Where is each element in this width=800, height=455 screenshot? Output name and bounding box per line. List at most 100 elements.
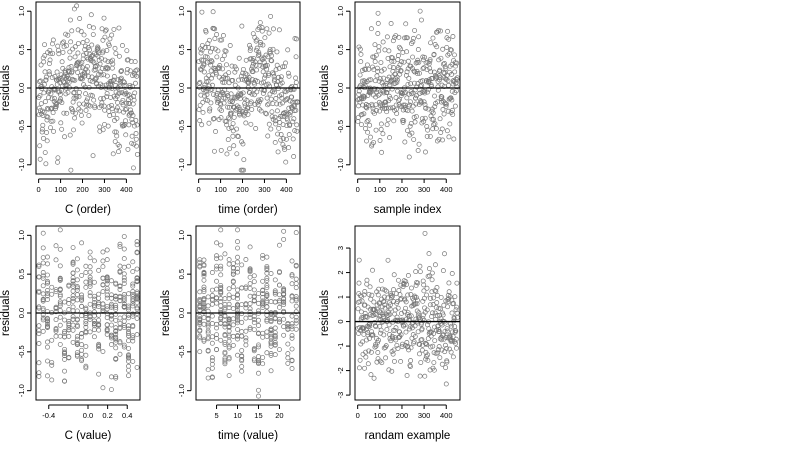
data-point xyxy=(87,314,93,320)
data-point xyxy=(260,302,266,308)
data-point xyxy=(369,329,375,335)
x-tick-label: 5 xyxy=(214,411,218,420)
data-point xyxy=(74,3,80,9)
data-point xyxy=(402,104,408,110)
data-point xyxy=(387,96,393,102)
data-point xyxy=(98,103,104,109)
data-point xyxy=(235,227,240,233)
y-tick-label: 1.0 xyxy=(177,6,186,16)
data-point xyxy=(100,264,106,270)
data-point xyxy=(281,316,287,322)
data-point xyxy=(57,292,63,298)
data-point xyxy=(70,99,76,105)
data-point xyxy=(424,67,430,72)
data-point xyxy=(209,361,215,367)
data-point xyxy=(382,47,388,53)
data-point xyxy=(45,261,50,267)
data-point xyxy=(100,37,106,43)
data-point xyxy=(218,272,224,278)
data-point xyxy=(79,347,85,353)
data-point xyxy=(74,297,80,303)
data-point xyxy=(110,57,116,63)
y-tick-label: 1.0 xyxy=(177,230,186,240)
data-point xyxy=(97,61,103,67)
data-point xyxy=(46,61,52,67)
data-point xyxy=(130,358,136,364)
data-point xyxy=(246,74,252,80)
data-point xyxy=(368,26,374,32)
data-point xyxy=(293,262,299,268)
data-point xyxy=(369,103,375,109)
data-point xyxy=(451,301,457,306)
data-point xyxy=(386,309,392,315)
data-point xyxy=(405,58,411,64)
data-point xyxy=(260,42,266,48)
data-point xyxy=(243,305,249,311)
data-point xyxy=(285,47,291,53)
data-point xyxy=(408,345,414,351)
data-point xyxy=(364,119,370,125)
data-point xyxy=(362,310,368,316)
data-point xyxy=(263,110,268,116)
data-point xyxy=(438,28,443,34)
data-point xyxy=(412,69,418,75)
data-point xyxy=(128,95,134,101)
y-tick-label: -0.5 xyxy=(177,120,186,133)
data-point xyxy=(113,50,119,56)
data-point xyxy=(247,309,253,315)
data-point xyxy=(96,346,102,352)
data-point xyxy=(382,305,388,311)
y-tick-label: 3 xyxy=(336,246,345,250)
data-point xyxy=(134,364,140,370)
data-point xyxy=(240,70,246,76)
data-point xyxy=(82,70,87,75)
data-point xyxy=(126,307,131,313)
data-point xyxy=(222,48,228,54)
data-point xyxy=(281,324,287,330)
data-point xyxy=(227,116,233,122)
data-point xyxy=(109,292,114,298)
data-point xyxy=(236,77,242,83)
data-point xyxy=(253,38,259,44)
data-point xyxy=(36,264,42,269)
data-point xyxy=(360,339,365,345)
data-point xyxy=(380,39,386,45)
data-point xyxy=(42,42,48,48)
data-point xyxy=(235,333,240,339)
data-point xyxy=(39,126,45,132)
data-point xyxy=(129,133,135,139)
data-point xyxy=(49,377,55,383)
data-point xyxy=(80,52,86,58)
data-point xyxy=(230,294,236,300)
data-point xyxy=(48,106,54,112)
data-point xyxy=(401,59,407,65)
data-point xyxy=(264,62,270,68)
data-point xyxy=(62,330,67,336)
data-point xyxy=(421,295,427,301)
x-tick-label: -0.4 xyxy=(42,411,55,420)
data-point xyxy=(96,304,102,309)
data-point xyxy=(123,132,129,138)
data-point xyxy=(268,299,274,305)
data-point xyxy=(113,328,119,334)
data-point xyxy=(450,334,456,339)
data-point xyxy=(272,290,278,295)
data-point xyxy=(69,69,75,75)
data-point xyxy=(383,105,389,111)
data-point xyxy=(62,350,67,356)
data-point xyxy=(110,112,116,117)
data-point xyxy=(62,378,67,384)
data-point xyxy=(104,295,110,301)
data-point xyxy=(57,301,63,307)
data-point xyxy=(419,82,425,88)
data-point xyxy=(377,76,383,82)
data-point xyxy=(231,114,237,120)
data-point xyxy=(82,47,88,53)
data-point xyxy=(40,260,46,266)
data-point xyxy=(235,313,240,319)
data-point xyxy=(371,375,377,381)
data-point xyxy=(416,310,422,316)
data-point xyxy=(36,360,42,366)
data-point xyxy=(408,81,414,87)
data-point xyxy=(412,119,418,125)
